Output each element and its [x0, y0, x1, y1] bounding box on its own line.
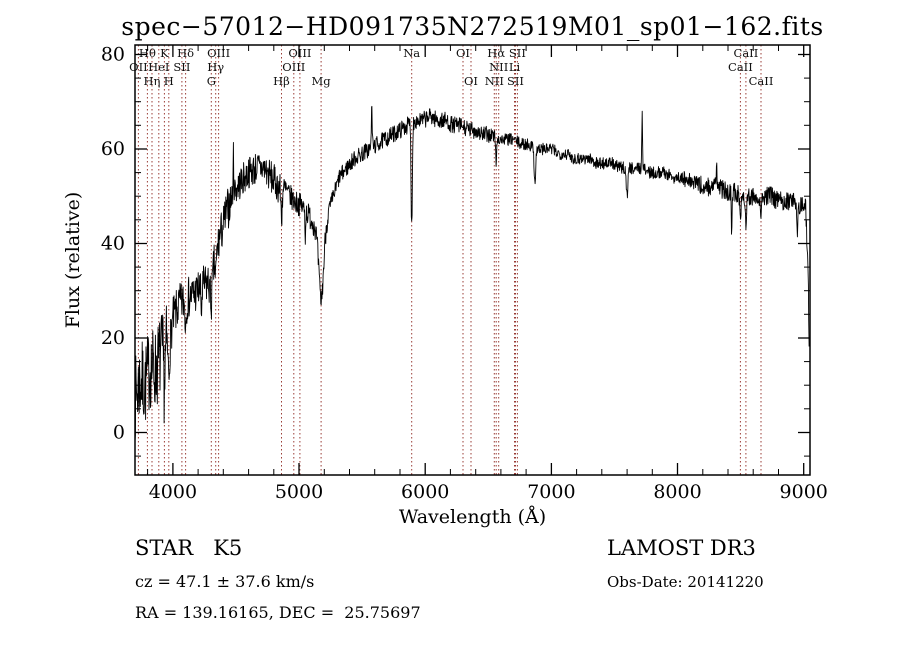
radial-velocity-label: cz = 47.1 ± 37.6 km/s	[135, 572, 315, 591]
svg-text:CaII: CaII	[734, 46, 759, 60]
svg-text:80: 80	[101, 44, 125, 66]
svg-text:5000: 5000	[275, 481, 323, 503]
svg-text:NII: NII	[489, 60, 508, 74]
svg-text:Li: Li	[509, 60, 521, 74]
spectrum-filename-title: spec−57012−HD091735N272519M01_sp01−162.f…	[121, 12, 824, 41]
svg-text:Hθ: Hθ	[139, 46, 156, 60]
svg-text:NII: NII	[485, 74, 504, 88]
svg-text:OI: OI	[464, 74, 478, 88]
coordinates-label: RA = 139.16165, DEC = 25.75697	[135, 603, 421, 622]
object-class-label: STAR K5	[135, 536, 243, 560]
svg-text:Hα: Hα	[487, 46, 505, 60]
svg-text:Hβ: Hβ	[273, 74, 290, 88]
svg-text:OIII: OIII	[282, 60, 305, 74]
svg-text:SII: SII	[507, 74, 524, 88]
svg-text:CaII: CaII	[728, 60, 753, 74]
svg-text:OIII: OIII	[207, 46, 230, 60]
svg-text:Hδ: Hδ	[177, 46, 194, 60]
obs-date-label: Obs-Date: 20141220	[607, 573, 764, 591]
survey-release-label: LAMOST DR3	[607, 536, 756, 560]
svg-text:K: K	[160, 46, 169, 60]
svg-text:7000: 7000	[527, 481, 575, 503]
svg-text:Wavelength (Å): Wavelength (Å)	[399, 506, 546, 528]
svg-text:20: 20	[101, 327, 125, 349]
svg-text:Hγ: Hγ	[207, 60, 224, 74]
svg-text:G: G	[207, 74, 216, 88]
svg-text:HeI: HeI	[148, 60, 169, 74]
svg-text:SII: SII	[509, 46, 526, 60]
svg-text:0: 0	[113, 422, 125, 444]
svg-text:OII: OII	[129, 60, 148, 74]
svg-text:60: 60	[101, 138, 125, 160]
svg-text:Mg: Mg	[312, 74, 332, 88]
svg-text:H: H	[164, 74, 174, 88]
svg-text:SII: SII	[173, 60, 190, 74]
svg-text:Flux (relative): Flux (relative)	[62, 192, 84, 329]
svg-text:8000: 8000	[653, 481, 701, 503]
svg-text:OI: OI	[456, 46, 470, 60]
svg-text:6000: 6000	[401, 481, 449, 503]
svg-text:Na: Na	[403, 46, 420, 60]
svg-text:40: 40	[101, 233, 125, 255]
svg-text:Hη: Hη	[144, 74, 161, 88]
svg-text:OIII: OIII	[288, 46, 311, 60]
svg-text:CaII: CaII	[749, 74, 774, 88]
svg-text:4000: 4000	[149, 481, 197, 503]
svg-text:9000: 9000	[780, 481, 828, 503]
